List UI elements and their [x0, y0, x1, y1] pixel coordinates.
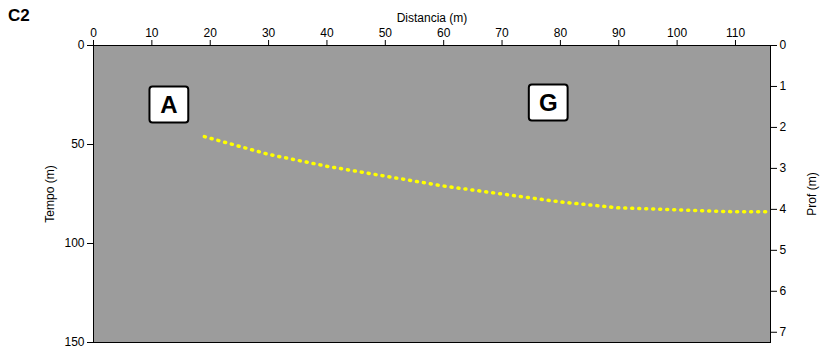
svg-text:110: 110 [726, 26, 745, 40]
svg-text:A: A [160, 91, 177, 118]
svg-text:60: 60 [437, 26, 451, 40]
svg-text:90: 90 [612, 26, 626, 40]
svg-text:50: 50 [71, 137, 85, 151]
svg-text:50: 50 [379, 26, 393, 40]
svg-text:80: 80 [554, 26, 568, 40]
svg-text:5: 5 [780, 243, 787, 257]
svg-text:70: 70 [495, 26, 509, 40]
html-text:C2: C2 [8, 6, 30, 25]
svg-text:2: 2 [780, 120, 787, 134]
svg-text:40: 40 [320, 26, 334, 40]
svg-text:100: 100 [667, 26, 687, 40]
svg-text:Tempo (m): Tempo (m) [43, 165, 57, 222]
svg-text:0: 0 [90, 26, 97, 40]
svg-text:Prof (m): Prof (m) [805, 172, 819, 215]
svg-text:6: 6 [780, 284, 787, 298]
svg-text:Distancia (m): Distancia (m) [397, 11, 468, 25]
svg-text:3: 3 [780, 161, 787, 175]
svg-text:10: 10 [145, 26, 159, 40]
svg-text:100: 100 [64, 236, 84, 250]
svg-text:0: 0 [78, 38, 85, 52]
svg-text:20: 20 [204, 26, 218, 40]
svg-text:30: 30 [262, 26, 276, 40]
svg-text:150: 150 [64, 335, 84, 349]
svg-text:0: 0 [780, 38, 787, 52]
svg-text:1: 1 [780, 79, 787, 93]
svg-text:G: G [539, 89, 558, 116]
svg-text:4: 4 [780, 202, 787, 216]
svg-text:7: 7 [780, 325, 787, 339]
